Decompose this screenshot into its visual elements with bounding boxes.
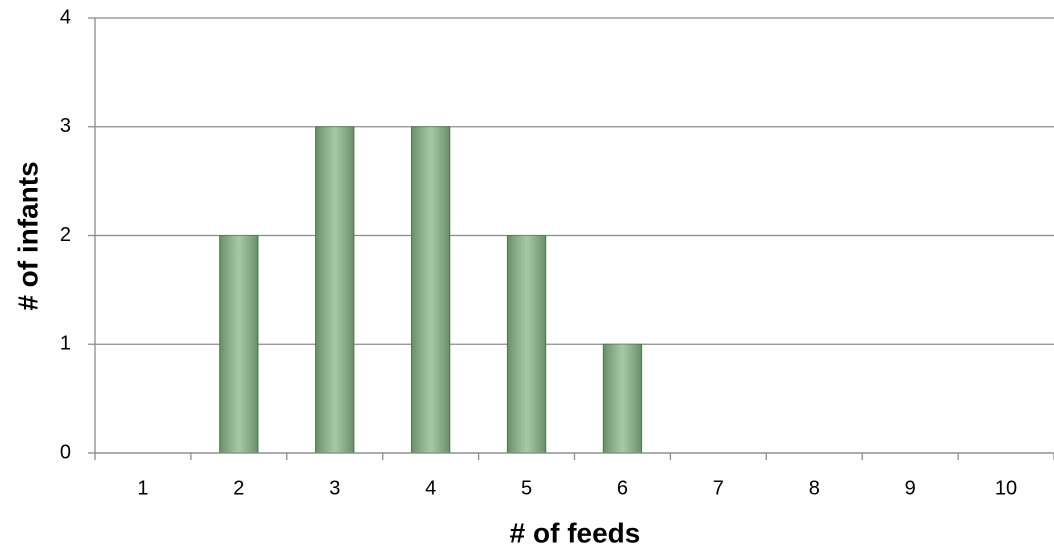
y-tick-label: 0: [60, 441, 71, 463]
bar-shade: [411, 126, 450, 453]
y-tick-label: 1: [60, 333, 71, 355]
x-tick-label: 5: [521, 477, 532, 499]
y-axis-title: # of infants: [12, 161, 43, 310]
bar-shade: [219, 235, 259, 453]
y-tick-label: 2: [60, 224, 71, 246]
x-axis-title: # of feeds: [510, 517, 641, 548]
y-tick-label: 4: [60, 6, 71, 28]
x-tick-label: 9: [905, 477, 916, 499]
x-tick-label: 4: [425, 477, 436, 499]
x-tick-label: 8: [809, 477, 820, 499]
x-tick-label: 3: [329, 477, 340, 499]
x-tick-label: 1: [137, 477, 148, 499]
x-tick-label: 10: [995, 477, 1017, 499]
y-tick-label: 3: [60, 115, 71, 137]
x-tick-label: 6: [617, 477, 628, 499]
bar-shade: [603, 344, 642, 453]
x-tick-label: 2: [233, 477, 244, 499]
bar-shade: [315, 126, 354, 453]
x-tick-label: 7: [713, 477, 724, 499]
bar-shade: [507, 235, 546, 453]
